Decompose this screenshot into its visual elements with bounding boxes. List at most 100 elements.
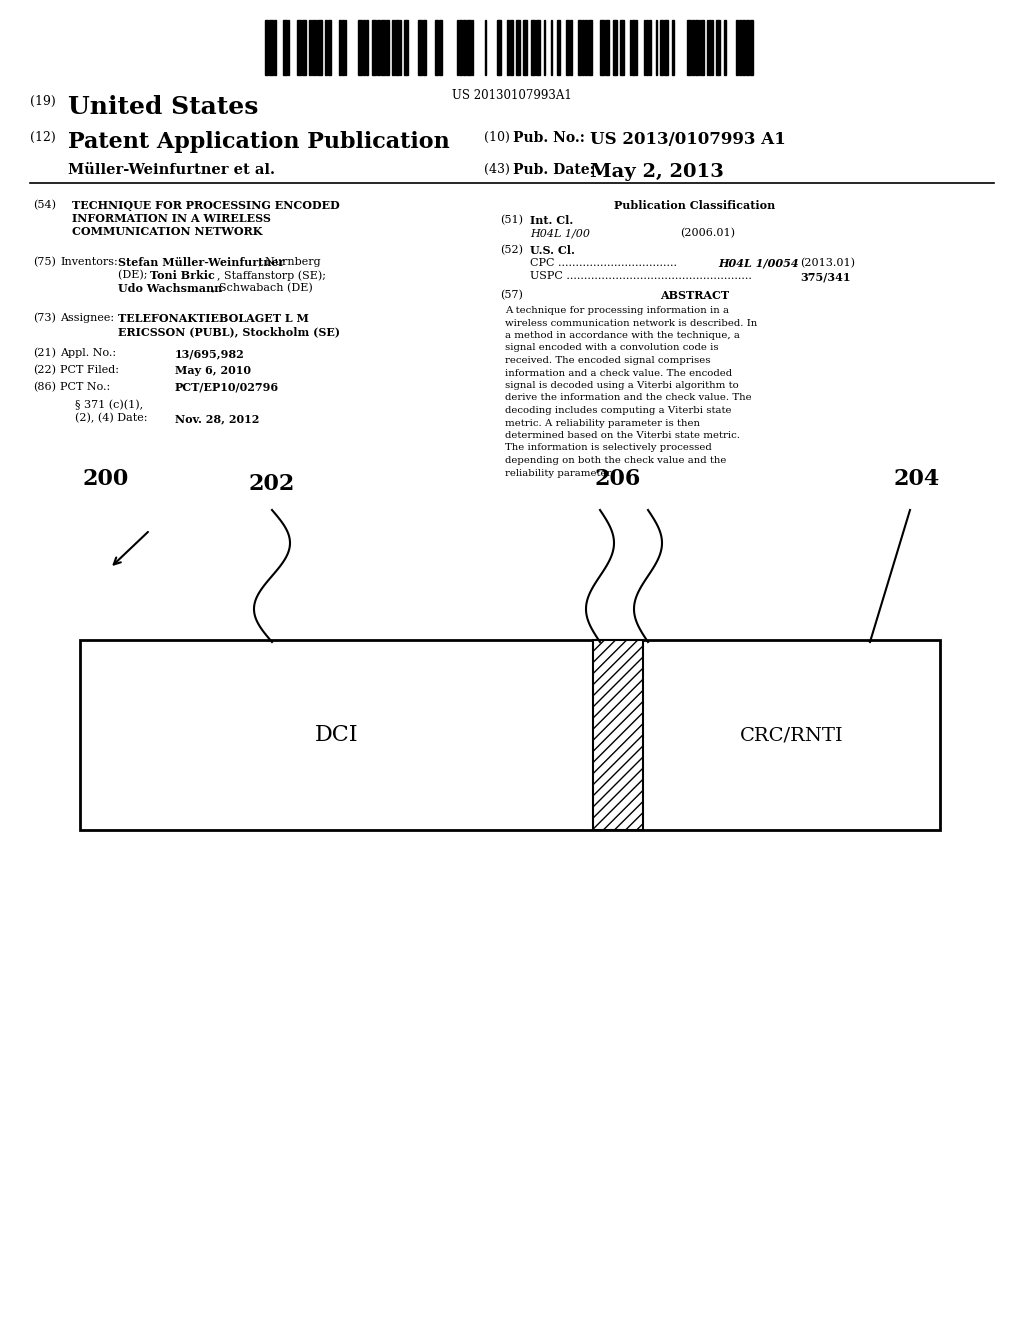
Bar (649, 20, 651, 75)
Text: (2013.01): (2013.01) (800, 257, 855, 268)
Bar (742, 20, 745, 75)
Text: , Schwabach (DE): , Schwabach (DE) (212, 282, 312, 293)
Text: PCT No.:: PCT No.: (60, 381, 111, 392)
Bar (423, 20, 426, 75)
Text: , Nurnberg: , Nurnberg (258, 257, 321, 267)
Text: 200: 200 (82, 469, 128, 490)
Bar (695, 20, 698, 75)
Bar (439, 20, 442, 75)
Text: Stefan Müller-Weinfurtner: Stefan Müller-Weinfurtner (118, 257, 285, 268)
Bar (746, 20, 749, 75)
Text: May 2, 2013: May 2, 2013 (590, 162, 724, 181)
Bar (613, 20, 617, 75)
Bar (342, 20, 344, 75)
Bar (739, 20, 741, 75)
Text: H04L 1/00: H04L 1/00 (530, 228, 590, 238)
Bar (523, 20, 527, 75)
Bar (377, 20, 380, 75)
Bar (531, 20, 535, 75)
Bar (536, 20, 540, 75)
Text: PCT/EP10/02796: PCT/EP10/02796 (175, 381, 280, 393)
Text: A technique for processing information in a: A technique for processing information i… (505, 306, 729, 315)
Text: signal encoded with a convolution code is: signal encoded with a convolution code i… (505, 343, 719, 352)
Bar (358, 20, 362, 75)
Text: received. The encoded signal comprises: received. The encoded signal comprises (505, 356, 711, 366)
Text: (10): (10) (484, 131, 510, 144)
Bar (80, 640, 940, 830)
Bar (339, 20, 341, 75)
Bar (664, 20, 668, 75)
Bar (701, 20, 705, 75)
Bar (736, 20, 738, 75)
Text: TELEFONAKTIEBOLAGET L M: TELEFONAKTIEBOLAGET L M (118, 313, 309, 323)
Text: Patent Application Publication: Patent Application Publication (68, 131, 450, 153)
Text: (2), (4) Date:: (2), (4) Date: (75, 413, 147, 424)
Text: (12): (12) (30, 131, 55, 144)
Text: PCT Filed:: PCT Filed: (60, 366, 119, 375)
Bar (507, 20, 509, 75)
Text: (73): (73) (33, 313, 56, 323)
Text: (DE);: (DE); (118, 271, 151, 280)
Text: Toni Brkic: Toni Brkic (150, 271, 215, 281)
Bar (381, 20, 385, 75)
Text: Assignee:: Assignee: (60, 313, 114, 323)
Text: US 20130107993A1: US 20130107993A1 (453, 88, 571, 102)
Bar (516, 20, 520, 75)
Bar (318, 20, 322, 75)
Text: Pub. Date:: Pub. Date: (513, 162, 595, 177)
Bar (646, 20, 648, 75)
Text: Pub. No.:: Pub. No.: (513, 131, 585, 145)
Text: (86): (86) (33, 381, 56, 392)
Text: reliability parameter.: reliability parameter. (505, 469, 613, 478)
Bar (687, 20, 691, 75)
Text: wireless communication network is described. In: wireless communication network is descri… (505, 318, 758, 327)
Bar (709, 20, 711, 75)
Bar (328, 20, 331, 75)
Text: United States: United States (68, 95, 258, 119)
Text: Müller-Weinfurtner et al.: Müller-Weinfurtner et al. (68, 162, 275, 177)
Text: (57): (57) (500, 290, 523, 301)
Text: TECHNIQUE FOR PROCESSING ENCODED: TECHNIQUE FOR PROCESSING ENCODED (72, 201, 340, 211)
Bar (313, 20, 315, 75)
Text: metric. A reliability parameter is then: metric. A reliability parameter is then (505, 418, 700, 428)
Text: information and a check value. The encoded: information and a check value. The encod… (505, 368, 732, 378)
Text: Inventors:: Inventors: (60, 257, 118, 267)
Bar (459, 20, 462, 75)
Text: Nov. 28, 2012: Nov. 28, 2012 (175, 413, 259, 424)
Bar (582, 20, 584, 75)
Bar (724, 20, 726, 75)
Text: 375/341: 375/341 (800, 271, 851, 282)
Bar (566, 20, 569, 75)
Text: 13/695,982: 13/695,982 (175, 348, 245, 359)
Text: (51): (51) (500, 215, 523, 226)
Text: (19): (19) (30, 95, 55, 108)
Text: US 2013/0107993 A1: US 2013/0107993 A1 (590, 131, 785, 148)
Bar (593, 640, 643, 830)
Bar (297, 20, 301, 75)
Text: (22): (22) (33, 366, 56, 375)
Bar (632, 20, 635, 75)
Bar (418, 20, 422, 75)
Text: determined based on the Viterbi state metric.: determined based on the Viterbi state me… (505, 432, 740, 440)
Bar (386, 20, 389, 75)
Bar (274, 20, 276, 75)
Text: (52): (52) (500, 246, 523, 255)
Bar (570, 20, 572, 75)
Text: Publication Classification: Publication Classification (614, 201, 775, 211)
Text: (54): (54) (33, 201, 56, 210)
Bar (372, 20, 376, 75)
Text: , Staffanstorp (SE);: , Staffanstorp (SE); (217, 271, 326, 281)
Text: (75): (75) (33, 257, 56, 268)
Text: (43): (43) (484, 162, 510, 176)
Text: 204: 204 (894, 469, 940, 490)
Bar (620, 20, 624, 75)
Bar (510, 20, 513, 75)
Text: a method in accordance with the technique, a: a method in accordance with the techniqu… (505, 331, 740, 341)
Text: 202: 202 (249, 473, 295, 495)
Text: DCI: DCI (314, 723, 358, 746)
Text: Appl. No.:: Appl. No.: (60, 348, 116, 358)
Text: (21): (21) (33, 348, 56, 358)
Text: The information is selectively processed: The information is selectively processed (505, 444, 712, 453)
Bar (600, 20, 604, 75)
Bar (750, 20, 753, 75)
